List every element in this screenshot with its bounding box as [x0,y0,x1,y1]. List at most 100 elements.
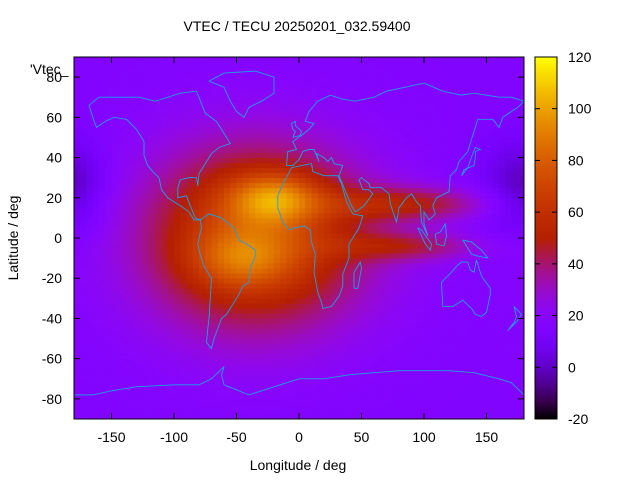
heatmap-cell [399,298,406,304]
heatmap-cell [386,273,394,279]
heatmap-cell [80,383,87,390]
heatmap-cell [299,87,306,93]
heatmap-cell [155,278,162,284]
heatmap-cell [292,353,300,360]
heatmap-cell [486,182,494,189]
heatmap-cell [311,303,319,309]
heatmap-cell [217,403,225,410]
heatmap-cell [167,393,175,400]
heatmap-cell [324,323,331,329]
heatmap-cell [467,368,475,375]
heatmap-cell [174,182,181,189]
heatmap-cell [392,328,400,334]
heatmap-cell [155,263,162,269]
heatmap-cell [105,378,112,385]
heatmap-cell [92,212,100,219]
heatmap-cell [136,177,144,184]
heatmap-cell [355,132,362,138]
heatmap-cell [99,383,106,390]
heatmap-cell [117,142,125,148]
heatmap-cell [480,177,487,184]
heatmap-cell [255,253,262,259]
heatmap-cell [167,202,175,209]
heatmap-cell [374,238,381,244]
heatmap-cell [380,338,387,344]
heatmap-cell [242,298,250,304]
heatmap-cell [349,77,356,83]
heatmap-cell [255,278,262,284]
heatmap-cell [286,72,294,78]
heatmap-cell [249,62,256,68]
heatmap-cell [286,77,294,83]
heatmap-cell [161,157,169,163]
heatmap-cell [461,273,469,279]
heatmap-cell [386,222,394,229]
heatmap-cell [486,117,494,123]
heatmap-cell [430,227,437,234]
heatmap-cell [386,157,394,163]
heatmap-cell [492,323,500,329]
heatmap-cell [342,142,350,148]
heatmap-cell [142,107,150,113]
heatmap-cell [311,187,319,194]
heatmap-cell [192,278,200,284]
heatmap-cell [217,232,225,239]
heatmap-cell [492,147,500,153]
heatmap-cell [192,353,200,360]
heatmap-cell [492,87,500,93]
heatmap-cell [267,102,275,108]
heatmap-cell [155,253,162,259]
heatmap-cell [292,413,300,420]
heatmap-cell [149,308,156,314]
heatmap-cell [399,403,406,410]
heatmap-cell [324,217,331,224]
heatmap-cell [286,403,294,410]
heatmap-cell [361,152,369,158]
heatmap-cell [499,238,506,244]
heatmap-cell [392,263,400,269]
heatmap-cell [111,318,119,324]
heatmap-cell [255,72,262,78]
heatmap-cell [349,177,356,184]
heatmap-cell [255,323,262,329]
heatmap-cell [374,368,381,375]
heatmap-cell [192,67,200,73]
heatmap-cell [255,57,262,63]
heatmap-cell [399,72,406,78]
heatmap-cell [236,132,244,138]
heatmap-cell [99,132,106,138]
heatmap-cell [111,142,119,148]
heatmap-cell [149,403,156,410]
heatmap-cell [349,293,356,299]
heatmap-cell [292,248,300,254]
heatmap-cell [449,333,456,339]
heatmap-cell [361,368,369,375]
heatmap-cell [86,338,94,344]
heatmap-cell [299,263,306,269]
heatmap-cell [424,353,431,360]
heatmap-cell [167,152,175,158]
heatmap-cell [386,167,394,174]
heatmap-cell [499,222,506,229]
heatmap-cell [405,117,412,123]
heatmap-cell [299,197,306,204]
heatmap-cell [355,258,362,264]
heatmap-cell [211,323,219,329]
heatmap-cell [117,368,125,375]
heatmap-cell [380,393,387,400]
heatmap-cell [436,413,444,420]
heatmap-cell [349,92,356,98]
heatmap-cell [280,92,287,98]
heatmap-cell [411,338,419,344]
heatmap-cell [317,328,325,334]
heatmap-cell [217,343,225,350]
heatmap-cell [430,117,437,123]
heatmap-cell [205,182,212,189]
heatmap-cell [142,212,150,219]
heatmap-cell [355,273,362,279]
heatmap-cell [417,293,425,299]
heatmap-cell [167,238,175,244]
heatmap-cell [186,348,194,355]
heatmap-cell [199,127,206,133]
heatmap-cell [236,328,244,334]
